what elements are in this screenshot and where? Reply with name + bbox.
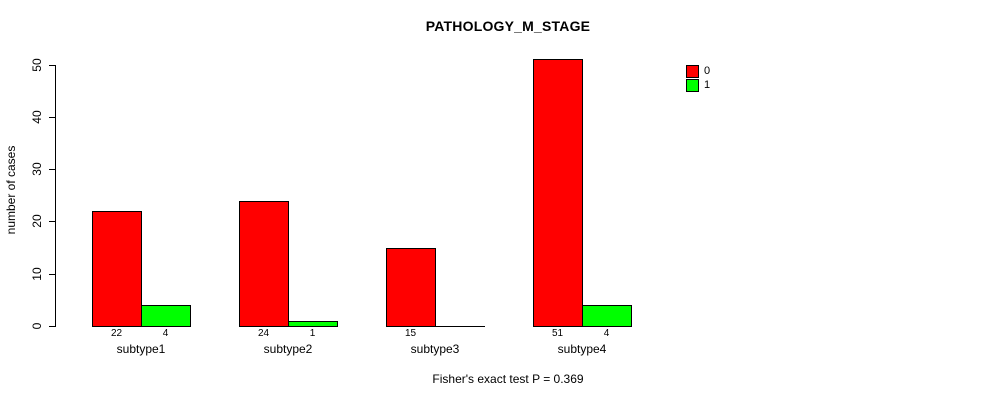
bar-value-label: 51 <box>551 328 564 339</box>
bar-1-subtype3 <box>435 326 485 327</box>
category-label-subtype3: subtype3 <box>410 342 460 356</box>
y-tick <box>49 221 55 222</box>
y-tick-label: 0 <box>30 322 44 330</box>
bar-1-subtype2 <box>288 321 338 327</box>
legend-swatch <box>686 65 699 78</box>
bar-0-subtype3 <box>386 248 436 327</box>
legend-label: 1 <box>704 79 711 91</box>
y-tick <box>49 169 55 170</box>
category-label-subtype4: subtype4 <box>557 342 607 356</box>
y-tick-label: 40 <box>30 110 44 124</box>
y-axis-label: number of cases <box>4 145 18 235</box>
bar-value-label: 15 <box>404 328 417 339</box>
category-label-subtype1: subtype1 <box>116 342 166 356</box>
legend-entry-0: 0 <box>686 65 710 78</box>
y-tick-label: 50 <box>30 58 44 72</box>
legend-label: 0 <box>704 65 711 77</box>
legend-entry-1: 1 <box>686 79 710 92</box>
y-tick <box>49 65 55 66</box>
fisher-test-caption: Fisher's exact test P = 0.369 <box>432 372 584 386</box>
bar-0-subtype4 <box>533 59 583 327</box>
legend-swatch <box>686 79 699 92</box>
y-tick <box>49 117 55 118</box>
y-tick <box>49 274 55 275</box>
bar-0-subtype2 <box>239 201 289 327</box>
bar-1-subtype1 <box>141 305 191 327</box>
bar-1-subtype4 <box>582 305 632 327</box>
bar-0-subtype1 <box>92 211 142 327</box>
bar-value-label: 4 <box>603 328 610 339</box>
chart-title: PATHOLOGY_M_STAGE <box>425 18 591 34</box>
bar-value-label: 4 <box>162 328 169 339</box>
category-label-subtype2: subtype2 <box>263 342 313 356</box>
y-tick <box>49 326 55 327</box>
y-tick-label: 10 <box>30 267 44 281</box>
bar-value-label: 1 <box>309 328 316 339</box>
bar-value-label: 24 <box>257 328 270 339</box>
y-tick-label: 30 <box>30 162 44 176</box>
bar-value-label: 22 <box>110 328 123 339</box>
y-tick-label: 20 <box>30 214 44 228</box>
y-axis-line <box>55 65 56 327</box>
